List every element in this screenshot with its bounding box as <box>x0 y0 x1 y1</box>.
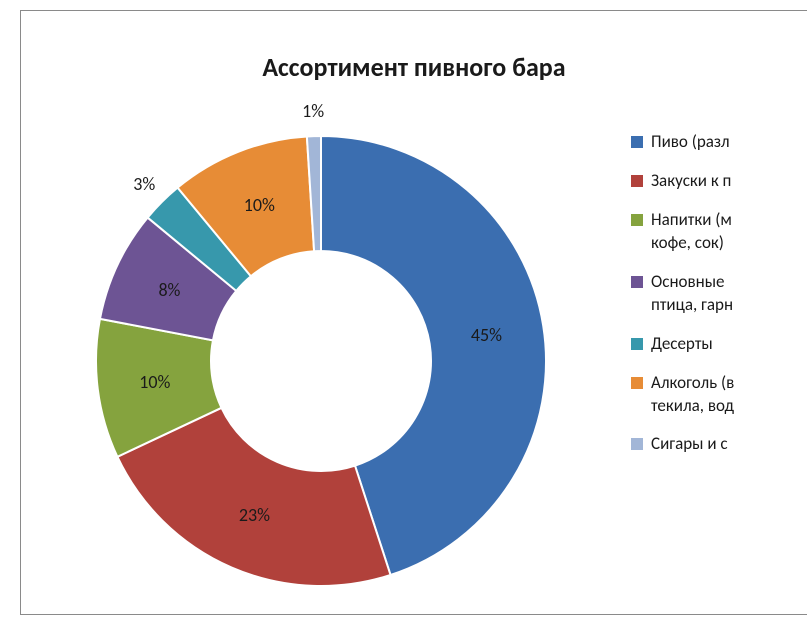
data-label-5: 10% <box>244 194 275 216</box>
chart-frame: Ассортимент пивного бара 45% 23% 10% 8% 3% 10… <box>20 10 807 615</box>
legend: Пиво (разл Закуски к п Напитки (м кофе, со… <box>631 131 807 472</box>
legend-label-5: Алкоголь (в текила, вод <box>651 372 734 418</box>
legend-item-4: Десерты <box>631 333 807 356</box>
data-label-4: 3% <box>133 173 155 195</box>
legend-label-2: Напитки (м кофе, сок) <box>651 209 732 255</box>
legend-item-6: Сигары и с <box>631 433 807 456</box>
legend-label-4: Десерты <box>651 333 713 356</box>
legend-label-1: Закуски к п <box>651 170 731 193</box>
data-label-3: 8% <box>158 279 180 301</box>
legend-swatch-0 <box>631 136 643 148</box>
data-label-1: 23% <box>239 504 270 526</box>
legend-label-6: Сигары и с <box>651 433 728 456</box>
data-label-2: 10% <box>139 371 170 393</box>
legend-label-0: Пиво (разл <box>651 131 730 154</box>
legend-item-0: Пиво (разл <box>631 131 807 154</box>
chart-title: Ассортимент пивного бара <box>21 51 807 83</box>
legend-swatch-6 <box>631 438 643 450</box>
legend-swatch-5 <box>631 377 643 389</box>
legend-swatch-4 <box>631 338 643 350</box>
data-label-0: 45% <box>471 324 502 346</box>
donut-chart <box>91 131 551 591</box>
data-label-6: 1% <box>302 100 324 122</box>
legend-item-1: Закуски к п <box>631 170 807 193</box>
legend-item-2: Напитки (м кофе, сок) <box>631 209 807 255</box>
legend-item-5: Алкоголь (в текила, вод <box>631 372 807 418</box>
legend-swatch-3 <box>631 276 643 288</box>
legend-swatch-2 <box>631 214 643 226</box>
legend-item-3: Основные птица, гарн <box>631 271 807 317</box>
legend-label-3: Основные птица, гарн <box>651 271 733 317</box>
legend-swatch-1 <box>631 175 643 187</box>
